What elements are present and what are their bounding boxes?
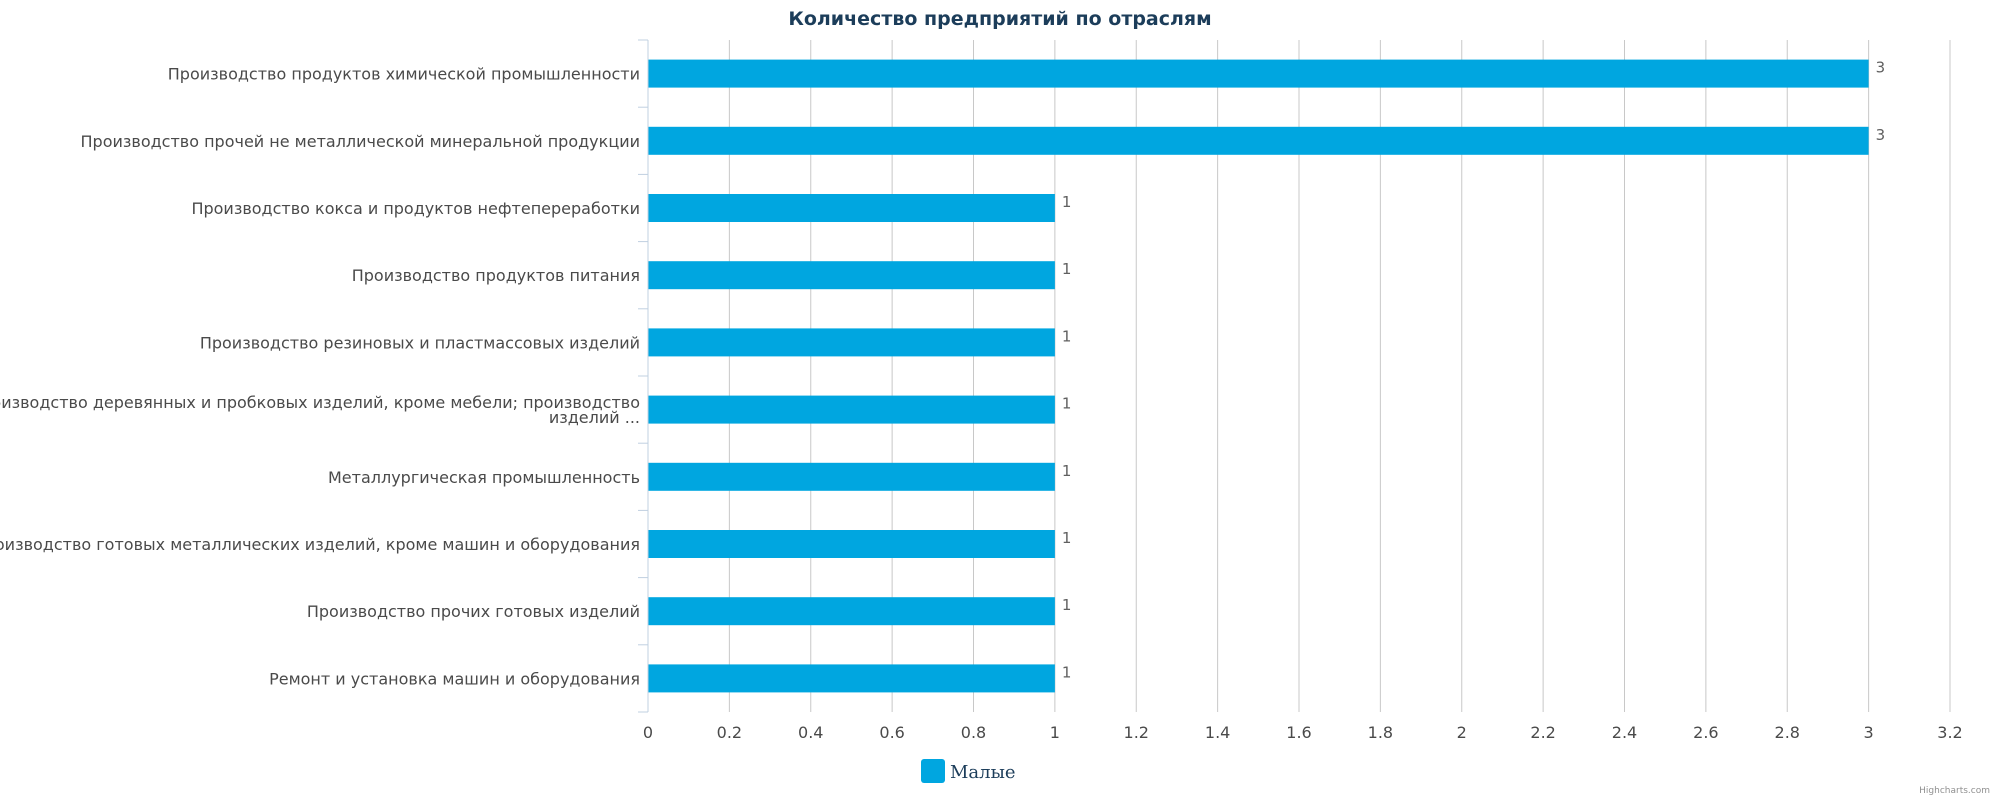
bar[interactable] xyxy=(648,530,1055,558)
x-tick-label: 1 xyxy=(1050,723,1060,742)
x-tick-label: 2.6 xyxy=(1693,723,1718,742)
bar-value-label: 1 xyxy=(1062,529,1072,547)
chart-title: Количество предприятий по отраслям xyxy=(788,8,1211,30)
category-label: Ремонт и установка машин и оборудования xyxy=(269,669,640,688)
legend[interactable]: Малые xyxy=(921,759,1016,783)
bar-value-label: 1 xyxy=(1062,327,1072,345)
bar-value-label: 1 xyxy=(1062,193,1072,211)
x-tick-label: 0.2 xyxy=(717,723,742,742)
bar-value-label: 1 xyxy=(1062,663,1072,681)
bar[interactable] xyxy=(648,59,1869,88)
bar[interactable] xyxy=(648,261,1055,290)
bar[interactable] xyxy=(648,194,1055,222)
value-axis-labels: 0 0.2 0.4 0.6 0.8 1 1.2 1.4 1.6 1.8 2 2.2 2.4 2.6 2.8 3… xyxy=(643,723,1963,742)
x-tick-label: 0.4 xyxy=(798,723,823,742)
x-tick-label: 3.2 xyxy=(1937,723,1962,742)
x-tick-label: 1.2 xyxy=(1124,723,1149,742)
category-label: Производство прочей не металлической мин… xyxy=(81,132,641,151)
bar-value-label: 1 xyxy=(1062,260,1072,278)
legend-swatch[interactable] xyxy=(921,759,945,783)
x-tick-label: 1.4 xyxy=(1205,723,1230,742)
legend-label[interactable]: Малые xyxy=(950,762,1016,783)
category-label: Производство кокса и продуктов нефтепере… xyxy=(191,199,640,218)
bar[interactable] xyxy=(648,597,1055,626)
category-label: Производство прочих готовых изделий xyxy=(307,602,640,621)
category-label: Производство деревянных и пробковых изде… xyxy=(0,393,640,427)
bar[interactable] xyxy=(648,462,1055,491)
data-labels: 3 3 1 1 1 1 1 1 1 1 xyxy=(1062,59,1885,682)
bar[interactable] xyxy=(648,664,1055,693)
bar-value-label: 1 xyxy=(1062,596,1072,614)
bar-value-label: 1 xyxy=(1062,395,1072,413)
category-label: Производство готовых металлических издел… xyxy=(0,535,640,554)
category-axis-labels: Производство продуктов химической промыш… xyxy=(0,65,640,689)
x-tick-label: 1.8 xyxy=(1368,723,1393,742)
x-tick-label: 0.8 xyxy=(961,723,986,742)
category-label: Производство продуктов химической промыш… xyxy=(168,65,640,84)
x-tick-label: 0.6 xyxy=(879,723,904,742)
x-tick-label: 1.6 xyxy=(1286,723,1311,742)
category-label: Производство резиновых и пластмассовых и… xyxy=(200,333,640,352)
bar-value-label: 3 xyxy=(1876,59,1886,77)
category-label: Производство продуктов питания xyxy=(352,266,640,285)
bar-value-label: 3 xyxy=(1876,126,1886,144)
x-tick-label: 0 xyxy=(643,723,653,742)
x-tick-label: 2.8 xyxy=(1775,723,1800,742)
bar[interactable] xyxy=(648,395,1055,424)
bar[interactable] xyxy=(648,126,1869,155)
x-tick-label: 2 xyxy=(1457,723,1467,742)
x-tick-label: 2.2 xyxy=(1530,723,1555,742)
x-tick-label: 3 xyxy=(1864,723,1874,742)
bar-value-label: 1 xyxy=(1062,462,1072,480)
credits-link[interactable]: Highcharts.com xyxy=(1919,786,1990,796)
bar[interactable] xyxy=(648,328,1055,357)
x-tick-label: 2.4 xyxy=(1612,723,1637,742)
bars xyxy=(648,59,1869,693)
category-label: Металлургическая промышленность xyxy=(328,468,640,487)
